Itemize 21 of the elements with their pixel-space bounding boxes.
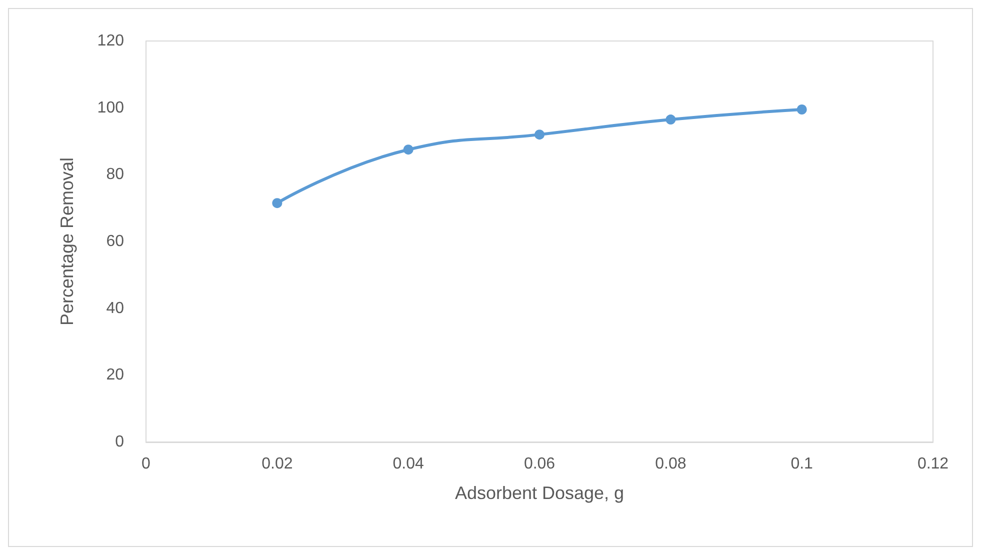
y-tick-label: 120 [97, 32, 124, 50]
y-tick-label: 20 [106, 366, 124, 384]
point [796, 104, 807, 114]
y-axis-title: Percentage Removal [57, 157, 77, 326]
x-tick-label: 0.12 [917, 456, 949, 472]
y-tick-label: 100 [97, 99, 124, 116]
x-tick-label: 0 [142, 456, 151, 472]
x-tick-label: 0.02 [262, 456, 293, 472]
x-tick-label: 0.06 [524, 456, 556, 472]
x-tick-label: 0.08 [655, 456, 686, 472]
y-tick-label: 40 [106, 300, 124, 317]
y-tick-label: 60 [106, 233, 124, 250]
y-tick-label: 0 [115, 434, 124, 450]
x-axis-title: Adsorbent Dosage, g [454, 483, 624, 503]
x-tick-label: 0.1 [790, 456, 814, 472]
point [403, 144, 414, 155]
point [534, 130, 544, 140]
y-tick-label: 80 [106, 166, 124, 184]
point [666, 114, 676, 125]
point [272, 198, 282, 208]
x-tick-label: 0.04 [392, 456, 424, 472]
